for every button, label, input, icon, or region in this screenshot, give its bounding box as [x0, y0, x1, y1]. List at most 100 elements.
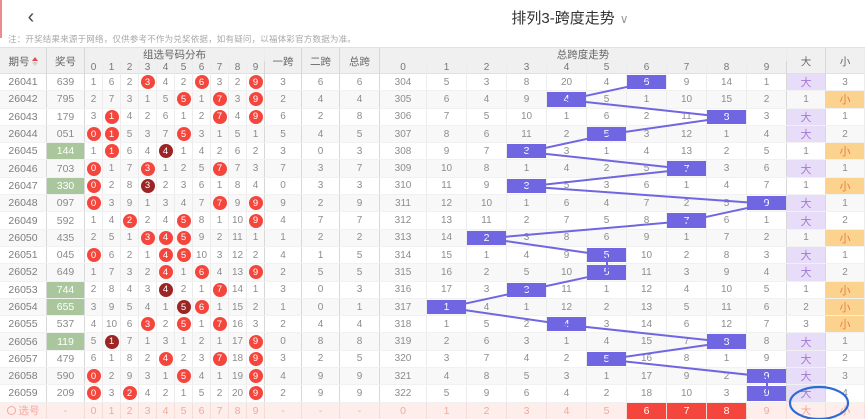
trend-cell: 6 — [627, 177, 667, 195]
span2-cell: 5 — [302, 264, 340, 281]
hit-digit-badge: 6 — [194, 75, 209, 90]
select-dist-cell[interactable]: 0 — [85, 402, 103, 419]
prize-cell: 537 — [47, 316, 85, 333]
trend-digit-header: 5 — [587, 61, 627, 74]
trend-cell: 1 — [627, 91, 667, 108]
dist-cell: 1 — [85, 74, 103, 91]
span1-cell: 2 — [265, 264, 302, 281]
dist-cell: 2 — [121, 246, 139, 264]
trend-cell: 4 — [467, 91, 507, 108]
trend-digit-header: 1 — [427, 61, 467, 74]
select-trend-cell[interactable]: 7 — [667, 402, 707, 419]
dist-cell: 2 — [247, 246, 265, 264]
trend-cell: 3 — [507, 333, 547, 350]
prize-cell: 179 — [47, 108, 85, 125]
trend-cell: 3 — [547, 143, 587, 160]
trend-cell: 311 — [380, 195, 427, 212]
select-trend-cell[interactable]: 1 — [427, 402, 467, 419]
select-dist-cell[interactable]: 7 — [211, 402, 229, 419]
select-dist-cell[interactable]: 1 — [103, 402, 121, 419]
trend-cell: 2 — [507, 316, 547, 333]
small-cell: 1 — [826, 333, 865, 350]
select-trend-cell[interactable]: 3 — [507, 402, 547, 419]
trend-cell: 6 — [467, 333, 507, 350]
dist-cell: 0 — [85, 125, 103, 143]
back-icon[interactable]: ‹ — [27, 5, 35, 28]
trend-hit-cell: 5 — [587, 265, 626, 280]
table-row: 26053 744 2 8 4 3 4 2 1 7 14 1 3 0 3 316 17 3 3 11 1 12 4 10 5 1 小 — [0, 281, 865, 299]
select-span2-cell: - — [302, 402, 340, 419]
dist-cell: 5 — [157, 91, 175, 108]
hit-digit-badge: 7 — [212, 317, 227, 332]
select-trend-cell[interactable]: 4 — [547, 402, 587, 419]
select-trend-cell[interactable]: 5 — [587, 402, 627, 419]
trend-cell: 3 — [707, 160, 747, 177]
span-total-cell: 3 — [340, 143, 380, 160]
dist-cell: 5 — [229, 125, 247, 143]
select-big-cell[interactable]: 大 — [787, 402, 826, 419]
sort-issue-header[interactable]: 期号 — [0, 48, 47, 74]
span1-cell: 4 — [265, 368, 302, 385]
dist-cell: 1 — [211, 298, 229, 316]
trend-cell: 8 — [467, 160, 507, 177]
dist-cell: 4 — [139, 143, 157, 160]
span-total-cell: 5 — [340, 246, 380, 264]
hit-digit-badge: 6 — [194, 300, 209, 314]
select-dist-cell[interactable]: 5 — [175, 402, 193, 419]
dist-cell: 5 — [121, 298, 139, 316]
trend-cell: 5 — [507, 368, 547, 385]
select-label-cell[interactable]: 选号 — [0, 402, 47, 419]
trend-cell: 5 — [547, 177, 587, 195]
select-trend-cell[interactable]: 0 — [380, 402, 427, 419]
dist-cell: 6 — [103, 246, 121, 264]
dist-cell: 20 — [229, 385, 247, 402]
dist-cell: 2 — [121, 74, 139, 91]
prize-cell: 703 — [47, 160, 85, 177]
trend-cell: 12 — [547, 298, 587, 316]
hit-digit-badge: 4 — [158, 144, 173, 159]
trend-hit-cell: 4 — [547, 92, 586, 107]
trend-cell: 321 — [380, 368, 427, 385]
big-header: 大 — [787, 48, 826, 74]
select-dist-cell[interactable]: 4 — [157, 402, 175, 419]
dist-cell: 2 — [211, 143, 229, 160]
select-dist-cell[interactable]: 2 — [121, 402, 139, 419]
dist-cell: 5 — [175, 316, 193, 333]
small-cell: 2 — [826, 350, 865, 368]
trend-cell: 7 — [427, 108, 467, 125]
table-row: 26049 592 1 4 2 2 4 5 8 1 10 9 4 7 7 312 13 11 2 7 5 8 7 6 1 大 2 — [0, 212, 865, 230]
trend-cell: 4 — [587, 74, 627, 91]
trend-cell: 5 — [747, 281, 787, 298]
select-small-cell[interactable]: 小 — [826, 402, 865, 419]
trend-cell: 16 — [627, 350, 667, 368]
select-trend-cell[interactable]: 9 — [747, 402, 787, 419]
select-dist-cell[interactable]: 6 — [193, 402, 211, 419]
trend-cell: 9 — [507, 91, 547, 108]
small-cell: 1 — [826, 246, 865, 264]
select-dist-cell[interactable]: 3 — [139, 402, 157, 419]
trend-cell: 5 — [587, 246, 627, 264]
hit-digit-badge: 5 — [176, 369, 191, 384]
small-cell: 1 — [826, 160, 865, 177]
trend-cell: 2 — [747, 229, 787, 246]
select-trend-cell[interactable]: 6 — [627, 402, 667, 419]
select-trend-cell[interactable]: 2 — [467, 402, 507, 419]
page-title[interactable]: 排列3-跨度走势 ∨ — [430, 7, 710, 28]
trend-cell: 6 — [747, 298, 787, 316]
radio-icon — [6, 406, 16, 416]
trend-cell: 3 — [507, 177, 547, 195]
dist-cell: 2 — [157, 316, 175, 333]
big-cell: 大 — [787, 125, 826, 143]
trend-cell: 4 — [707, 177, 747, 195]
trend-hit-cell: 9 — [747, 369, 786, 384]
select-dist-cell[interactable]: 8 — [229, 402, 247, 419]
dist-cell: 4 — [103, 212, 121, 229]
dist-cell: 3 — [139, 316, 157, 333]
dist-cell: 1 — [103, 160, 121, 177]
small-cell: 小 — [826, 143, 865, 160]
select-trend-cell[interactable]: 8 — [707, 402, 747, 419]
select-dist-cell[interactable]: 9 — [247, 402, 265, 419]
span1-cell: 2 — [265, 316, 302, 333]
dist-cell: 0 — [85, 177, 103, 195]
trend-cell: 305 — [380, 91, 427, 108]
